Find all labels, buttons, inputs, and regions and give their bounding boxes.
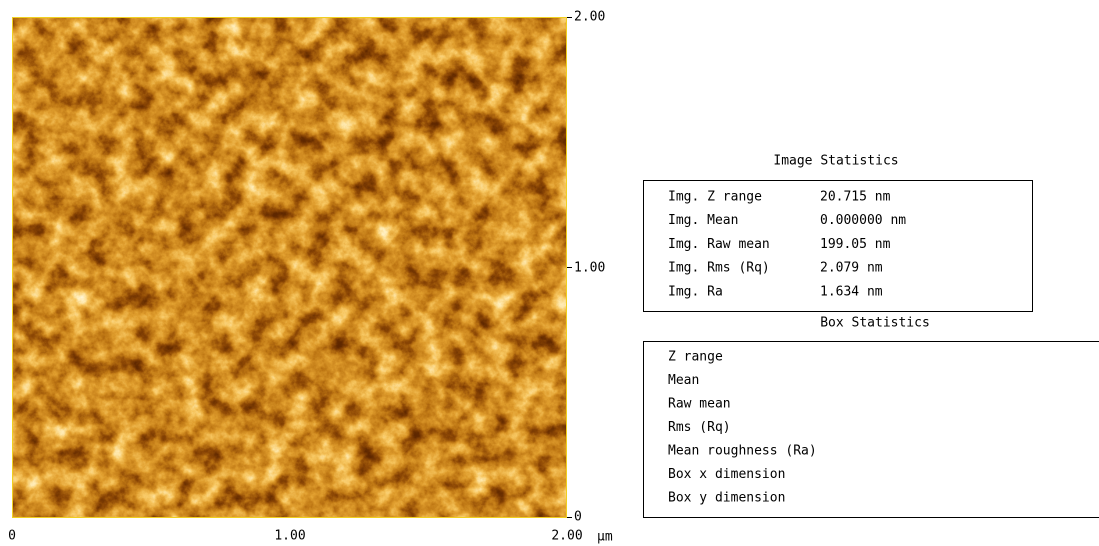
stat-value: 1.634 nm: [820, 284, 883, 299]
stat-label: Mean roughness (Ra): [668, 444, 817, 459]
stat-label: Rms (Rq): [668, 420, 731, 435]
stat-value: 20.715 nm: [820, 190, 891, 205]
stat-label: Img. Mean: [668, 213, 738, 228]
stat-label: Raw mean: [668, 397, 731, 412]
image-stats-rows: Img. Z range 20.715 nm Img. Mean 0.000000 n…: [668, 190, 906, 300]
stat-value: 2.079 nm: [820, 261, 883, 276]
panel-title: Box Statistics: [820, 316, 930, 331]
stat-label: Img. Raw mean: [668, 237, 770, 252]
page: 2.00 1.00 0 0 1.00 2.00 µm Image Statist…: [0, 0, 1099, 546]
stat-label: Box y dimension: [668, 491, 785, 506]
stat-label: Box x dimension: [668, 467, 785, 482]
x-axis-unit: µm: [597, 530, 613, 545]
y-axis-label: 0: [574, 510, 582, 525]
screen: 2.00 1.00 0 0 1.00 2.00 µm Image Statist…: [0, 0, 1099, 546]
stat-value: 199.05 nm: [820, 237, 891, 252]
x-axis-label: 1.00: [274, 529, 305, 544]
y-ticks: [567, 18, 572, 518]
stat-label: Mean: [668, 373, 699, 388]
stat-value: 0.000000 nm: [820, 213, 906, 228]
afm-image: [12, 17, 567, 518]
y-axis-label: 2.00: [574, 10, 605, 25]
x-axis-label: 2.00: [551, 529, 582, 544]
panel-title: Image Statistics: [773, 154, 898, 169]
stat-label: Z range: [668, 350, 723, 365]
stat-label: Img. Rms (Rq): [668, 261, 770, 276]
stat-label: Img. Ra: [668, 284, 723, 299]
box-stats-rows: Z range Mean Raw mean Rms (Rq) Mean roughnes…: [668, 350, 817, 506]
y-axis-label: 1.00: [574, 261, 605, 276]
stat-label: Img. Z range: [668, 190, 762, 205]
x-axis-label: 0: [8, 529, 16, 544]
